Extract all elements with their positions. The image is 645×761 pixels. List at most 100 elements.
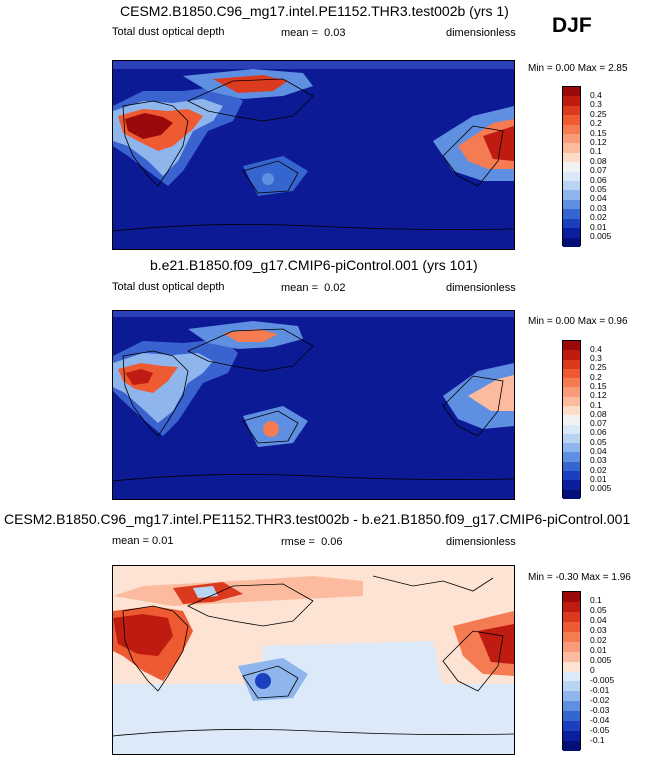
colorbar-segment — [563, 731, 580, 742]
colorbar-segment — [563, 641, 580, 652]
season-label: DJF — [552, 14, 592, 37]
colorbar-tick-label: 0.005 — [590, 483, 612, 494]
colorbar-tick-label: 0.01 — [590, 645, 607, 656]
colorbar-segment — [563, 480, 580, 490]
colorbar-segment — [563, 359, 580, 369]
colorbar-segment — [563, 171, 580, 182]
colorbar-tick-label: 0.05 — [590, 605, 607, 616]
units-label: dimensionless — [446, 536, 516, 548]
colorbar-tick-label: 0.04 — [590, 193, 607, 204]
colorbar-segment — [563, 405, 580, 416]
colorbar-segment — [563, 341, 580, 351]
variable-label: Total dust optical depth — [112, 281, 225, 293]
colorbar-segment — [563, 452, 580, 462]
colorbar-segment — [563, 190, 580, 200]
colorbar-segment — [563, 489, 580, 499]
colorbar-segment — [563, 671, 580, 682]
colorbar-segment — [563, 218, 580, 229]
colorbar-tick-label: 0.04 — [590, 615, 607, 626]
map-difference-panel — [112, 565, 515, 755]
colorbar-tick-label: 0.1 — [590, 146, 602, 157]
colorbar-segment — [563, 601, 580, 612]
colorbar-segment — [563, 433, 580, 444]
dust-aod-map — [113, 311, 514, 499]
colorbar-tick-label: 0.1 — [590, 399, 602, 410]
colorbar-tick-label: 0.06 — [590, 427, 607, 438]
colorbar-tick-label: 0.3 — [590, 353, 602, 364]
dust-aod-map — [113, 61, 514, 249]
colorbar-tick-label: 0.25 — [590, 108, 607, 119]
colorbar-tick-label: 0.005 — [590, 231, 612, 242]
colorbar-tick-label: 0 — [590, 665, 595, 675]
colorbar-segment — [563, 461, 580, 471]
colorbar-segment — [563, 87, 580, 97]
dust-aod-difference-map — [113, 566, 514, 754]
panel-title: CESM2.B1850.C96_mg17.intel.PE1152.THR3.t… — [4, 511, 631, 527]
colorbar-segment — [563, 681, 580, 692]
colorbar-tick-label: 0.05 — [590, 436, 607, 447]
colorbar-tick-label: 0.4 — [590, 343, 602, 354]
colorbar-segment — [563, 96, 580, 106]
mean-label: mean = 0.03 — [281, 27, 346, 39]
colorbar-tick-label: 0.07 — [590, 165, 607, 176]
colorbar-segment — [563, 701, 580, 712]
colorbar-tick-label: 0.15 — [590, 380, 607, 391]
colorbar-segment — [563, 661, 580, 672]
colorbar-tick-label: 0.12 — [590, 136, 607, 147]
colorbar-segment — [563, 368, 580, 379]
mean-label: mean = 0.01 — [112, 535, 174, 547]
colorbar-tick-label: 0.01 — [590, 473, 607, 484]
colorbar-tick-label: 0.02 — [590, 212, 607, 223]
colorbar-tick-label: 0.4 — [590, 89, 602, 100]
colorbar-tick-label: 0.2 — [590, 118, 602, 129]
colorbar-segment — [563, 134, 580, 144]
panel-title: CESM2.B1850.C96_mg17.intel.PE1152.THR3.t… — [120, 3, 509, 19]
colorbar-tick-label: 0.2 — [590, 371, 602, 382]
units-label: dimensionless — [446, 27, 516, 39]
colorbar-segment — [563, 741, 580, 751]
colorbar-tick-label: 0.06 — [590, 174, 607, 185]
colorbar-tick-label: -0.01 — [590, 684, 610, 695]
colorbar-difference — [562, 591, 581, 751]
colorbar-tick-label: 0.04 — [590, 446, 607, 457]
colorbar-segment — [563, 237, 580, 247]
colorbar-control — [562, 340, 581, 499]
colorbar-tick-label: 0.03 — [590, 202, 607, 213]
colorbar-segment — [563, 415, 580, 425]
colorbar-segment — [563, 651, 580, 662]
panel-title: b.e21.B1850.f09_g17.CMIP6-piControl.001 … — [150, 257, 478, 273]
colorbar-segment — [563, 470, 580, 481]
colorbar-tick-label: -0.02 — [590, 694, 610, 705]
colorbar-segment — [563, 152, 580, 163]
min-max-label: Min = -0.30 Max = 1.96 — [528, 572, 631, 583]
rmse-label: rmse = 0.06 — [281, 536, 343, 548]
units-label: dimensionless — [446, 282, 516, 294]
colorbar-tick-label: 0.05 — [590, 184, 607, 195]
colorbar-segment — [563, 424, 580, 434]
colorbar-segment — [563, 621, 580, 632]
colorbar-tick-label: 0.02 — [590, 464, 607, 475]
colorbar-tick-label: -0.03 — [590, 704, 610, 715]
colorbar-segment — [563, 711, 580, 722]
colorbar-tick-label: 0.25 — [590, 362, 607, 373]
colorbar-tick-label: 0.03 — [590, 455, 607, 466]
colorbar-tick-label: -0.005 — [590, 674, 615, 685]
min-max-label: Min = 0.00 Max = 0.96 — [528, 316, 628, 327]
colorbar-tick-label: -0.1 — [590, 734, 605, 745]
colorbar-segment — [563, 143, 580, 153]
colorbar-segment — [563, 721, 580, 732]
colorbar-segment — [563, 228, 580, 238]
map-test-panel — [112, 60, 515, 250]
colorbar-segment — [563, 124, 580, 135]
colorbar-tick-label: -0.05 — [590, 724, 610, 735]
colorbar-segment — [563, 350, 580, 360]
colorbar-tick-label: 0.08 — [590, 155, 607, 166]
colorbar-test — [562, 86, 581, 247]
colorbar-tick-label: 0.12 — [590, 390, 607, 401]
colorbar-segment — [563, 443, 580, 453]
colorbar-segment — [563, 611, 580, 622]
colorbar-segment — [563, 396, 580, 406]
colorbar-tick-label: 0.005 — [590, 655, 612, 666]
colorbar-tick-label: 0.02 — [590, 635, 607, 646]
colorbar-tick-label: -0.04 — [590, 714, 610, 725]
